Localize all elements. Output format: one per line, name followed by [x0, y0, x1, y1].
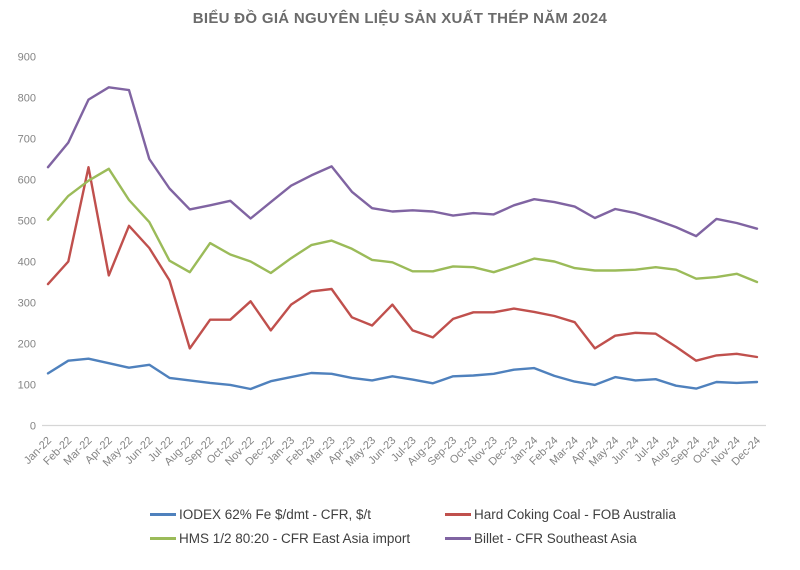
series-line-hms [46, 167, 759, 284]
y-axis-tick-label: 600 [18, 175, 36, 187]
legend-label-coking-coal: Hard Coking Coal - FOB Australia [474, 507, 676, 522]
y-axis-tick-label: 0 [30, 421, 36, 433]
legend-item-coking-coal: Hard Coking Coal - FOB Australia [445, 507, 676, 522]
billet-line-swatch-icon [445, 537, 471, 540]
legend-label-iodex: IODEX 62% Fe $/dmt - CFR, $/t [179, 507, 372, 522]
legend-label-hms: HMS 1/2 80:20 - CFR East Asia import [179, 531, 411, 546]
series-line-iodex [46, 357, 759, 391]
coking-coal-line-swatch-icon [445, 513, 471, 516]
iodex-line-swatch-icon [150, 513, 176, 516]
chart-title: BIỂU ĐỒ GIÁ NGUYÊN LIỆU SẢN XUẤT THÉP NĂ… [192, 10, 608, 27]
y-axis-tick-label: 900 [18, 52, 36, 64]
y-axis-tick-label: 500 [18, 216, 36, 228]
legend-item-hms: HMS 1/2 80:20 - CFR East Asia import [150, 531, 445, 546]
y-axis-tick-label: 400 [18, 257, 36, 269]
legend-label-billet: Billet - CFR Southeast Asia [474, 531, 637, 546]
y-axis-tick-label: 300 [18, 298, 36, 310]
legend-item-iodex: IODEX 62% Fe $/dmt - CFR, $/t [150, 507, 445, 522]
y-axis-tick-label: 800 [18, 93, 36, 105]
y-axis-tick-label: 700 [18, 134, 36, 146]
hms-line-swatch-icon [150, 537, 176, 540]
y-axis-tick-label: 200 [18, 339, 36, 351]
y-axis-tick-label: 100 [18, 380, 36, 392]
legend-item-billet: Billet - CFR Southeast Asia [445, 531, 676, 546]
chart-legend: IODEX 62% Fe $/dmt - CFR, $/t Hard Cokin… [150, 507, 676, 546]
series-line-billet [46, 86, 759, 238]
series-line-hard [46, 165, 759, 362]
plot-area: 0100200300400500600700800900Jan-22Feb-22… [18, 52, 766, 469]
